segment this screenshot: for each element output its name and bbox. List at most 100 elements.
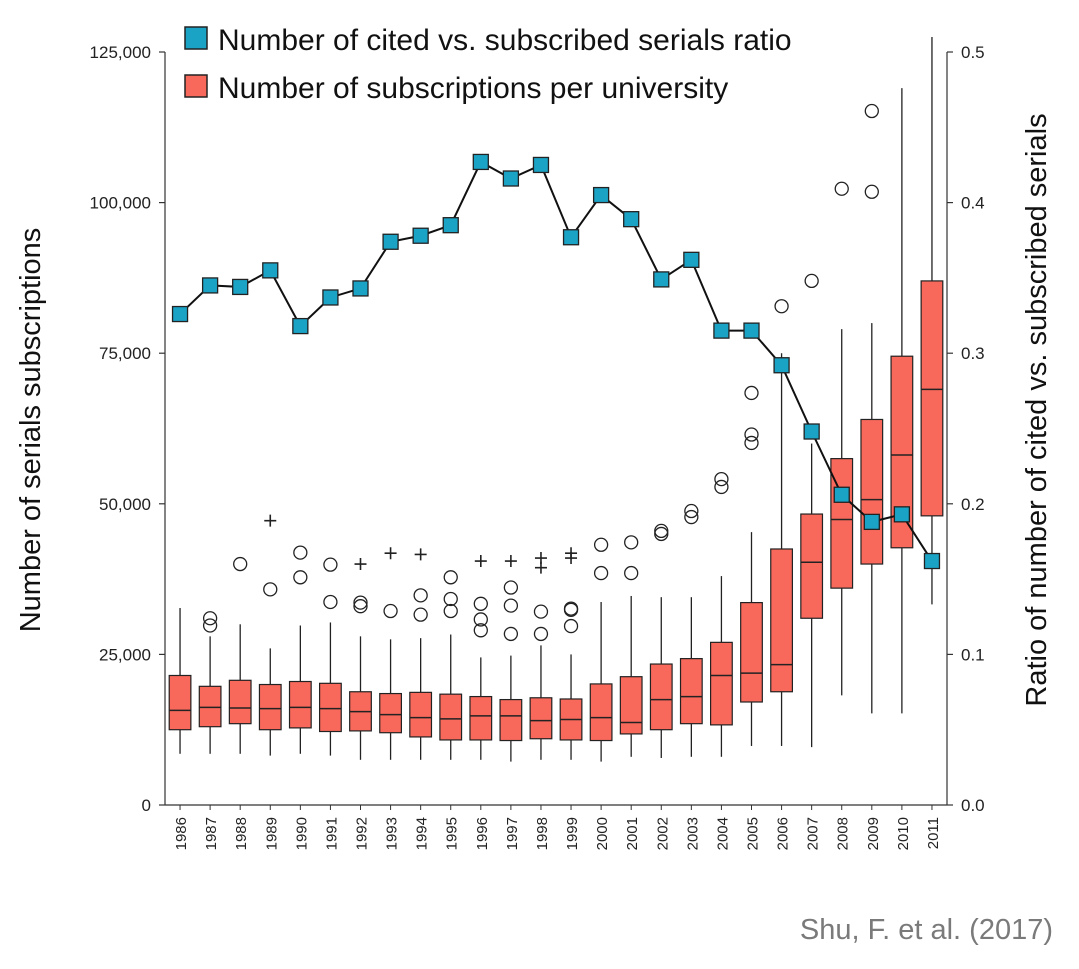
x-tick-label: 2004 bbox=[714, 817, 731, 850]
x-tick-label: 2002 bbox=[654, 817, 671, 850]
outlier-circle bbox=[625, 536, 638, 549]
outlier-circle bbox=[324, 558, 337, 571]
x-tick-label: 1991 bbox=[323, 817, 340, 850]
outlier-circle bbox=[745, 428, 758, 441]
y-left-tick-label: 125,000 bbox=[90, 43, 151, 62]
outlier-circle bbox=[595, 567, 608, 580]
outlier-plus bbox=[415, 548, 427, 560]
outlier-plus bbox=[505, 555, 517, 567]
x-tick-label: 2006 bbox=[775, 817, 792, 850]
outlier-circle bbox=[444, 571, 457, 584]
outlier-plus bbox=[355, 558, 367, 570]
x-tick-label: 2008 bbox=[835, 817, 852, 850]
outlier-circle bbox=[655, 527, 668, 540]
x-tick-label: 1994 bbox=[414, 817, 431, 850]
outlier-circle bbox=[865, 105, 878, 118]
box bbox=[320, 683, 342, 731]
outlier-circle bbox=[354, 600, 367, 613]
x-tick-label: 1988 bbox=[233, 817, 250, 850]
ratio-marker bbox=[594, 188, 609, 203]
x-tick-label: 1987 bbox=[203, 817, 220, 850]
outlier-circle bbox=[775, 300, 788, 313]
ratio-marker bbox=[203, 278, 218, 293]
outlier-circle bbox=[534, 627, 547, 640]
ratio-marker bbox=[173, 307, 188, 322]
x-tick-label: 1989 bbox=[263, 817, 280, 850]
box bbox=[921, 281, 943, 516]
outlier-circle bbox=[504, 581, 517, 594]
outlier-plus bbox=[264, 515, 276, 527]
ratio-marker bbox=[353, 281, 368, 296]
outlier-circle bbox=[534, 605, 547, 618]
ratio-marker bbox=[263, 263, 278, 278]
outlier-circle bbox=[865, 185, 878, 198]
x-tick-label: 1986 bbox=[173, 817, 190, 850]
y-right-tick-label: 0.2 bbox=[961, 495, 985, 514]
outlier-circle bbox=[444, 592, 457, 605]
outlier-plus bbox=[475, 555, 487, 567]
outlier-circle bbox=[324, 595, 337, 608]
box bbox=[681, 659, 703, 724]
outlier-circle bbox=[204, 619, 217, 632]
outlier-circle bbox=[504, 599, 517, 612]
outlier-circle bbox=[204, 612, 217, 625]
outlier-plus bbox=[535, 552, 547, 564]
x-tick-label: 1998 bbox=[534, 817, 551, 850]
y-right-tick-label: 0.0 bbox=[961, 796, 985, 815]
x-tick-label: 2009 bbox=[865, 817, 882, 850]
outlier-circle bbox=[264, 583, 277, 596]
x-tick-label: 1993 bbox=[384, 817, 401, 850]
source-credit: Shu, F. et al. (2017) bbox=[800, 914, 1053, 947]
outlier-circle bbox=[655, 524, 668, 537]
ratio-series bbox=[173, 154, 940, 568]
ratio-marker bbox=[774, 358, 789, 373]
y-left-tick-label: 25,000 bbox=[99, 645, 151, 664]
box bbox=[440, 694, 462, 740]
x-tick-label: 2005 bbox=[745, 817, 762, 850]
y-left-tick-label: 0 bbox=[142, 796, 151, 815]
box bbox=[711, 642, 733, 725]
outlier-circle bbox=[414, 608, 427, 621]
ratio-marker bbox=[714, 323, 729, 338]
outlier-circle bbox=[294, 571, 307, 584]
ratio-marker bbox=[804, 424, 819, 439]
ratio-marker bbox=[654, 272, 669, 287]
box bbox=[290, 682, 312, 728]
ratio-marker bbox=[834, 487, 849, 502]
outlier-circle bbox=[625, 567, 638, 580]
outlier-circle bbox=[384, 605, 397, 618]
outlier-circle bbox=[565, 603, 578, 616]
ratio-marker bbox=[443, 218, 458, 233]
legend-label-subscriptions: Number of subscriptions per university bbox=[218, 72, 728, 105]
y-axis-left-title: Number of serials subscriptions bbox=[15, 228, 47, 633]
x-tick-label: 1999 bbox=[564, 817, 581, 850]
outlier-circle bbox=[715, 473, 728, 486]
y-right-tick-label: 0.1 bbox=[961, 645, 985, 664]
outlier-circle bbox=[595, 538, 608, 551]
box bbox=[650, 664, 672, 730]
outlier-circle bbox=[715, 480, 728, 493]
ratio-marker bbox=[684, 252, 699, 267]
ratio-marker bbox=[744, 323, 759, 338]
box bbox=[229, 680, 251, 723]
box-series bbox=[169, 37, 943, 762]
x-tick-label: 2007 bbox=[805, 817, 822, 850]
legend-swatch-ratio bbox=[185, 27, 207, 49]
x-tick-label: 1995 bbox=[444, 817, 461, 850]
ratio-marker bbox=[894, 507, 909, 522]
y-left-tick-label: 50,000 bbox=[99, 495, 151, 514]
outlier-circle bbox=[835, 182, 848, 195]
ratio-marker bbox=[323, 290, 338, 305]
outlier-circle bbox=[565, 602, 578, 615]
box bbox=[590, 684, 612, 741]
box bbox=[259, 685, 281, 730]
outlier-circle bbox=[504, 627, 517, 640]
x-tick-label: 1997 bbox=[504, 817, 521, 850]
outlier-circle bbox=[294, 546, 307, 559]
box bbox=[771, 549, 793, 692]
ratio-marker bbox=[924, 554, 939, 569]
outlier-plus bbox=[385, 547, 397, 559]
ratio-marker bbox=[503, 171, 518, 186]
x-tick-label: 2001 bbox=[624, 817, 641, 850]
